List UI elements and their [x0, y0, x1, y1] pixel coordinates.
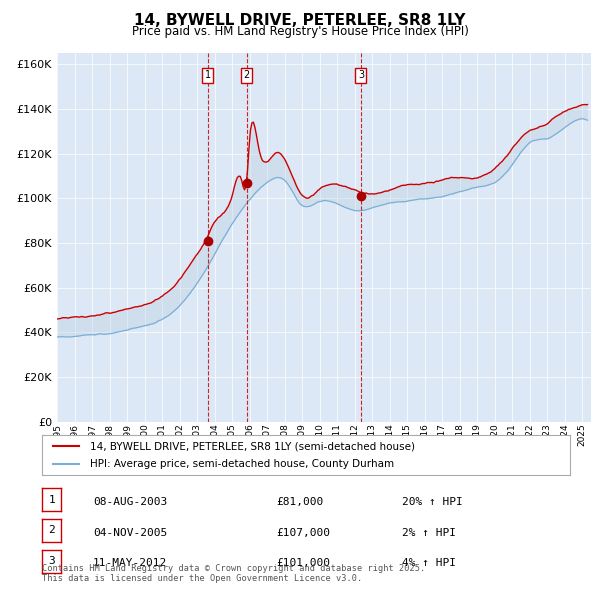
Text: £107,000: £107,000: [276, 528, 330, 537]
Text: Contains HM Land Registry data © Crown copyright and database right 2025.
This d: Contains HM Land Registry data © Crown c…: [42, 563, 425, 583]
Text: 14, BYWELL DRIVE, PETERLEE, SR8 1LY (semi-detached house): 14, BYWELL DRIVE, PETERLEE, SR8 1LY (sem…: [89, 441, 415, 451]
Text: 3: 3: [358, 70, 364, 80]
Text: 2: 2: [244, 70, 250, 80]
Text: 1: 1: [205, 70, 211, 80]
Text: £101,000: £101,000: [276, 559, 330, 568]
Text: 2: 2: [48, 526, 55, 536]
Text: 3: 3: [48, 556, 55, 566]
Text: HPI: Average price, semi-detached house, County Durham: HPI: Average price, semi-detached house,…: [89, 458, 394, 468]
Text: 1: 1: [48, 495, 55, 505]
Text: 04-NOV-2005: 04-NOV-2005: [93, 528, 167, 537]
Text: Price paid vs. HM Land Registry's House Price Index (HPI): Price paid vs. HM Land Registry's House …: [131, 25, 469, 38]
Text: 08-AUG-2003: 08-AUG-2003: [93, 497, 167, 507]
Text: 2% ↑ HPI: 2% ↑ HPI: [402, 528, 456, 537]
Text: £81,000: £81,000: [276, 497, 323, 507]
Text: 20% ↑ HPI: 20% ↑ HPI: [402, 497, 463, 507]
Text: 14, BYWELL DRIVE, PETERLEE, SR8 1LY: 14, BYWELL DRIVE, PETERLEE, SR8 1LY: [134, 13, 466, 28]
Text: 4% ↑ HPI: 4% ↑ HPI: [402, 559, 456, 568]
Text: 11-MAY-2012: 11-MAY-2012: [93, 559, 167, 568]
